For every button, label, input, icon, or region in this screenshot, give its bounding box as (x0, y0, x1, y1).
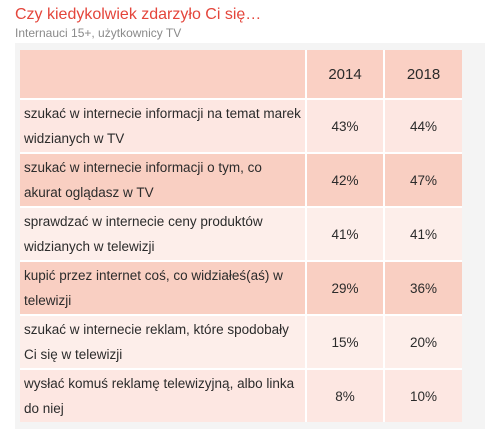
value-2018: 36% (384, 261, 462, 316)
value-2014: 8% (306, 369, 385, 422)
value-2014: 15% (306, 315, 385, 370)
table-row: wysłać komuś reklamę telewizyjną, albo l… (20, 369, 462, 422)
value-2018: 41% (384, 207, 462, 262)
value-2014: 29% (306, 261, 385, 316)
row-label: kupić przez internet coś, co widziałeś(a… (20, 261, 307, 316)
value-2014: 42% (306, 153, 385, 208)
chart-subtitle: Internauci 15+, użytkownicy TV (15, 26, 182, 40)
header-year-2018: 2018 (384, 50, 462, 100)
chart-title: Czy kiedykolwiek zdarzyło Ci się… (15, 6, 262, 23)
value-2018: 10% (384, 369, 462, 422)
header-year-2014: 2014 (306, 50, 385, 100)
row-label: szukać w internecie informacji o tym, co… (20, 153, 307, 208)
header-label-cell (20, 50, 307, 100)
row-label: sprawdzać w internecie ceny produktów wi… (20, 207, 307, 262)
table-header-row: 2014 2018 (20, 50, 462, 100)
table-row: kupić przez internet coś, co widziałeś(a… (20, 261, 462, 316)
data-table: 2014 2018 szukać w internecie informacji… (20, 50, 462, 422)
row-label: szukać w internecie informacji na temat … (20, 99, 307, 154)
table-row: szukać w internecie informacji na temat … (20, 99, 462, 154)
table-row: sprawdzać w internecie ceny produktów wi… (20, 207, 462, 262)
table-row: szukać w internecie reklam, które spodob… (20, 315, 462, 370)
value-2018: 44% (384, 99, 462, 154)
value-2014: 41% (306, 207, 385, 262)
value-2018: 20% (384, 315, 462, 370)
table-row: szukać w internecie informacji o tym, co… (20, 153, 462, 208)
value-2014: 43% (306, 99, 385, 154)
row-label: wysłać komuś reklamę telewizyjną, albo l… (20, 369, 307, 422)
value-2018: 47% (384, 153, 462, 208)
row-label: szukać w internecie reklam, które spodob… (20, 315, 307, 370)
